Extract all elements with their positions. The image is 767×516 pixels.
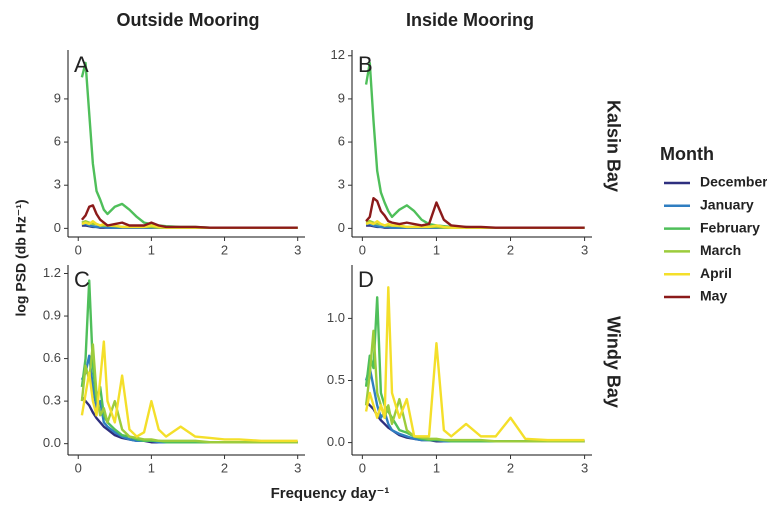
x-tick-label: 3 — [294, 460, 301, 475]
y-tick-label: 0.0 — [43, 435, 61, 450]
y-tick-label: 9 — [54, 90, 61, 105]
x-tick-label: 0 — [75, 460, 82, 475]
x-axis-label: Frequency day⁻¹ — [271, 485, 390, 502]
y-tick-label: 0.3 — [43, 393, 61, 408]
x-tick-label: 2 — [221, 460, 228, 475]
y-tick-label: 3 — [338, 177, 345, 192]
x-tick-label: 1 — [433, 460, 440, 475]
y-axis-label: log PSD (db Hz⁻¹) — [13, 199, 29, 316]
legend-title: Month — [660, 144, 714, 164]
series-line — [80, 343, 298, 444]
y-tick-label: 1.2 — [43, 265, 61, 280]
y-tick-label: 0 — [54, 220, 61, 235]
y-tick-label: 6 — [338, 133, 345, 148]
y-tick-label: 1.0 — [327, 310, 345, 325]
x-tick-label: 0 — [359, 460, 366, 475]
series-line — [364, 296, 585, 443]
x-tick-label: 3 — [581, 460, 588, 475]
series-line — [365, 400, 585, 443]
panel-label: C — [74, 267, 90, 292]
x-tick-label: 2 — [221, 242, 228, 257]
column-title: Outside Mooring — [117, 10, 260, 30]
x-tick-label: 2 — [507, 242, 514, 257]
series-line — [364, 61, 585, 229]
x-tick-label: 1 — [433, 242, 440, 257]
panel-label: B — [358, 52, 373, 77]
y-tick-label: 0.0 — [327, 434, 345, 449]
series-line — [80, 61, 298, 229]
y-tick-label: 12 — [331, 47, 345, 62]
y-tick-label: 0.9 — [43, 307, 61, 322]
x-tick-label: 3 — [294, 242, 301, 257]
series-line — [364, 329, 585, 443]
x-tick-label: 0 — [359, 242, 366, 257]
x-tick-label: 1 — [148, 460, 155, 475]
x-tick-label: 1 — [148, 242, 155, 257]
legend-label: January — [700, 197, 754, 213]
legend-label: March — [700, 242, 741, 258]
row-label: Windy Bay — [603, 316, 623, 408]
legend-label: April — [700, 265, 732, 281]
series-line — [80, 340, 298, 443]
y-tick-label: 0.6 — [43, 350, 61, 365]
column-title: Inside Mooring — [406, 10, 534, 30]
legend-label: December — [700, 174, 767, 190]
legend-label: February — [700, 219, 760, 235]
panel-label: A — [74, 52, 89, 77]
series-line — [365, 196, 585, 229]
series-line — [364, 286, 585, 442]
y-tick-label: 6 — [54, 133, 61, 148]
legend-label: May — [700, 288, 727, 304]
panel-label: D — [358, 267, 374, 292]
x-tick-label: 0 — [75, 242, 82, 257]
x-tick-label: 2 — [507, 460, 514, 475]
y-tick-label: 0.5 — [327, 372, 345, 387]
y-tick-label: 0 — [338, 220, 345, 235]
row-label: Kalsin Bay — [603, 100, 623, 192]
y-tick-label: 3 — [54, 177, 61, 192]
series-line — [80, 204, 298, 229]
y-tick-label: 9 — [338, 90, 345, 105]
x-tick-label: 3 — [581, 242, 588, 257]
